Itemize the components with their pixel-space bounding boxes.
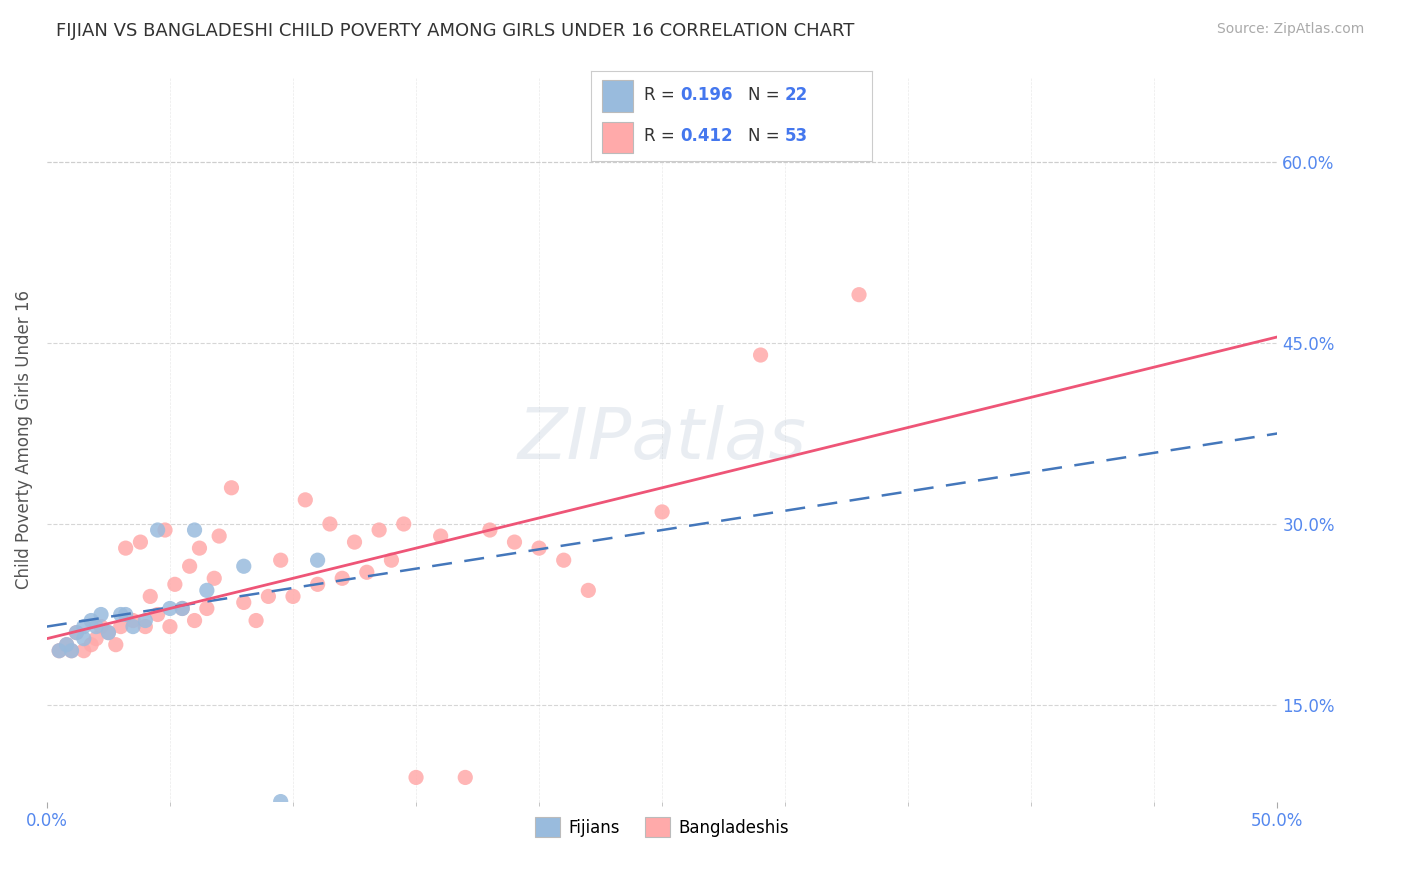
Point xyxy=(104,638,127,652)
Point xyxy=(172,601,194,615)
Point xyxy=(527,541,550,555)
Point xyxy=(179,559,201,574)
Text: 0.196: 0.196 xyxy=(681,87,733,104)
Point xyxy=(281,590,304,604)
Point xyxy=(294,492,316,507)
Point xyxy=(245,614,267,628)
Text: 22: 22 xyxy=(785,87,808,104)
Point xyxy=(429,529,451,543)
Point xyxy=(97,625,120,640)
Point xyxy=(55,638,77,652)
Point xyxy=(221,481,243,495)
Point xyxy=(73,619,96,633)
Point xyxy=(110,619,132,633)
Text: N =: N = xyxy=(748,87,785,104)
Point xyxy=(651,505,673,519)
Text: FIJIAN VS BANGLADESHI CHILD POVERTY AMONG GIRLS UNDER 16 CORRELATION CHART: FIJIAN VS BANGLADESHI CHILD POVERTY AMON… xyxy=(56,22,855,40)
Point xyxy=(330,571,353,585)
Point xyxy=(73,643,96,657)
Point xyxy=(749,348,772,362)
Text: N =: N = xyxy=(748,128,785,145)
Point xyxy=(153,523,176,537)
Point xyxy=(232,595,254,609)
FancyBboxPatch shape xyxy=(602,80,633,112)
Point xyxy=(553,553,575,567)
FancyBboxPatch shape xyxy=(602,122,633,153)
Point xyxy=(48,643,70,657)
Point xyxy=(65,625,87,640)
Point xyxy=(129,535,152,549)
Text: Source: ZipAtlas.com: Source: ZipAtlas.com xyxy=(1216,22,1364,37)
Point xyxy=(146,523,169,537)
Point xyxy=(134,619,156,633)
Point xyxy=(90,607,112,622)
Point xyxy=(576,583,599,598)
Point xyxy=(159,619,181,633)
Point xyxy=(848,287,870,301)
Point xyxy=(90,619,112,633)
Point xyxy=(146,607,169,622)
Point xyxy=(368,523,391,537)
Point xyxy=(454,771,477,785)
Point xyxy=(319,516,342,531)
Point xyxy=(55,638,77,652)
Point xyxy=(84,632,107,646)
Text: ZIPatlas: ZIPatlas xyxy=(517,405,807,474)
Point xyxy=(307,553,329,567)
Text: R =: R = xyxy=(644,128,681,145)
Point xyxy=(60,643,83,657)
Point xyxy=(195,583,218,598)
Point xyxy=(48,643,70,657)
Point xyxy=(172,601,194,615)
Point xyxy=(478,523,501,537)
Point xyxy=(65,625,87,640)
Point xyxy=(134,614,156,628)
Point xyxy=(139,590,162,604)
Y-axis label: Child Poverty Among Girls Under 16: Child Poverty Among Girls Under 16 xyxy=(15,290,32,589)
Point xyxy=(392,516,415,531)
Point xyxy=(110,607,132,622)
Point xyxy=(84,619,107,633)
Point xyxy=(183,614,205,628)
Point xyxy=(163,577,186,591)
Point xyxy=(122,619,145,633)
Point xyxy=(405,771,427,785)
Point xyxy=(356,566,378,580)
Point xyxy=(202,571,225,585)
Point xyxy=(114,541,136,555)
Point xyxy=(114,607,136,622)
Point xyxy=(97,625,120,640)
Point xyxy=(503,535,526,549)
Point xyxy=(270,553,292,567)
Point xyxy=(122,614,145,628)
Legend: Fijians, Bangladeshis: Fijians, Bangladeshis xyxy=(529,810,796,844)
Point xyxy=(80,614,103,628)
Point xyxy=(270,795,292,809)
Point xyxy=(183,523,205,537)
Point xyxy=(159,601,181,615)
Point xyxy=(188,541,211,555)
Point xyxy=(60,643,83,657)
Point xyxy=(257,590,280,604)
Point xyxy=(380,553,402,567)
Text: 53: 53 xyxy=(785,128,807,145)
Text: 0.412: 0.412 xyxy=(681,128,733,145)
Point xyxy=(195,601,218,615)
Text: R =: R = xyxy=(644,87,681,104)
Point xyxy=(232,559,254,574)
Point xyxy=(343,535,366,549)
Point xyxy=(307,577,329,591)
Point xyxy=(73,632,96,646)
Point xyxy=(208,529,231,543)
Point xyxy=(80,638,103,652)
